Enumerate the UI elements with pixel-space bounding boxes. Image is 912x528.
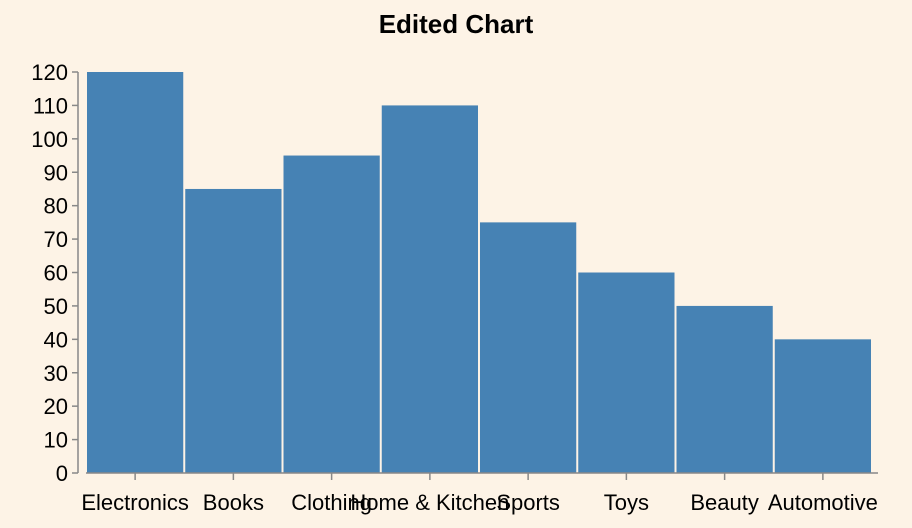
y-tick-label: 20 [44, 394, 68, 419]
x-tick-label: Home & Kitchen [350, 490, 509, 515]
x-tick-label: Toys [604, 490, 649, 515]
y-tick-label: 80 [44, 194, 68, 219]
chart-title: Edited Chart [379, 9, 534, 39]
bars-group [87, 72, 871, 474]
bar[interactable] [774, 339, 871, 473]
y-tick-label: 90 [44, 160, 68, 185]
bar[interactable] [578, 272, 675, 474]
x-tick-label: Books [203, 490, 264, 515]
x-tick-label: Sports [496, 490, 560, 515]
bar[interactable] [676, 305, 773, 473]
y-tick-label: 100 [31, 127, 68, 152]
bar[interactable] [283, 155, 380, 473]
y-tick-label: 50 [44, 294, 68, 319]
y-tick-label: 0 [56, 461, 68, 486]
bar[interactable] [185, 188, 282, 474]
bar[interactable] [480, 222, 577, 473]
x-tick-label: Beauty [690, 490, 759, 515]
y-tick-label: 70 [44, 227, 68, 252]
y-tick-label: 110 [33, 93, 68, 118]
x-tick-label: Electronics [81, 490, 189, 515]
y-tick-label: 120 [31, 60, 68, 85]
y-tick-label: 30 [44, 361, 68, 386]
y-tick-label: 10 [44, 428, 68, 453]
x-tick-label: Clothing [291, 490, 372, 515]
bar[interactable] [381, 105, 478, 474]
x-tick-label: Automotive [768, 490, 878, 515]
y-axis: 0 10 20 30 40 50 60 70 80 90 100 110 120 [31, 60, 79, 486]
y-tick-label: 40 [44, 327, 68, 352]
bar[interactable] [87, 72, 184, 473]
y-tick-label: 60 [44, 261, 68, 286]
